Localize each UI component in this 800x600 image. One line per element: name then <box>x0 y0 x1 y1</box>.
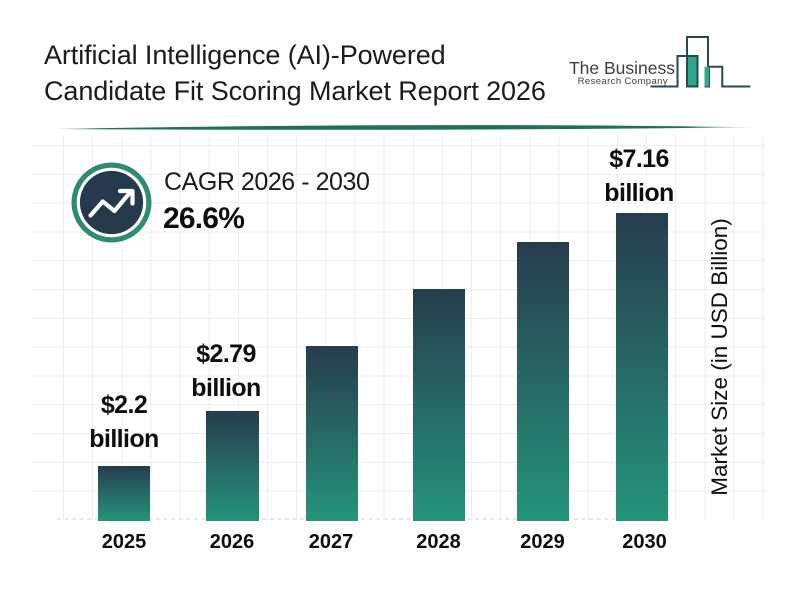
svg-text:Research Company: Research Company <box>578 76 668 87</box>
svg-text:The Business: The Business <box>569 58 675 78</box>
